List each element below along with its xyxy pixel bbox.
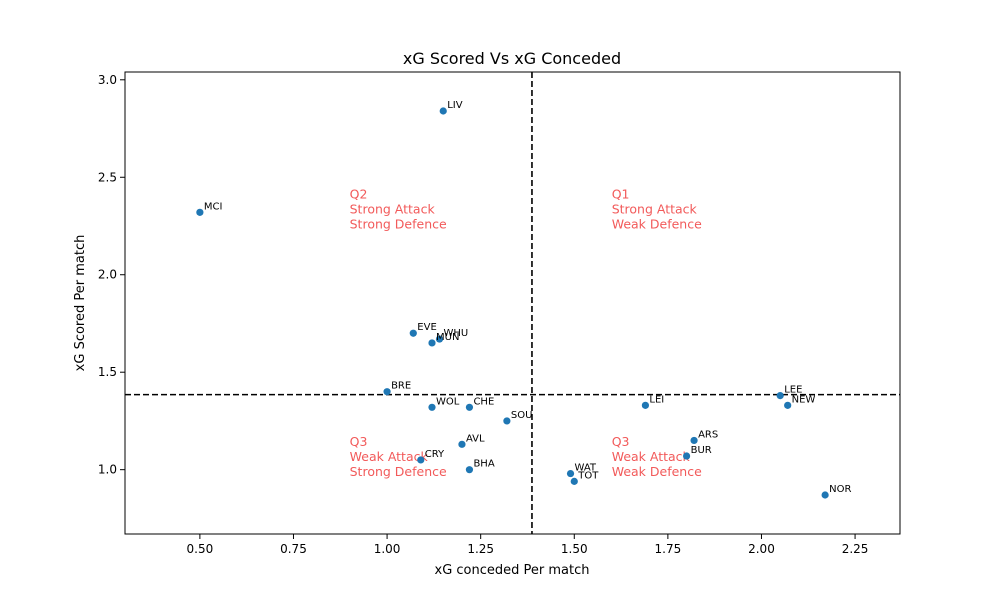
y-axis-label: xG Scored Per match	[73, 235, 88, 372]
point-label-cry: CRY	[425, 449, 445, 460]
data-point-bre	[383, 388, 391, 396]
point-label-wat: WAT	[575, 463, 597, 474]
x-tick-label: 1.00	[374, 542, 401, 556]
x-tick-label: 0.50	[187, 542, 214, 556]
quadrant-annotation-line: Q3	[350, 434, 368, 449]
y-tick-label: 1.0	[98, 463, 117, 477]
quadrant-annotation-line: Strong Defence	[350, 216, 447, 231]
data-point-ars	[690, 436, 698, 445]
quadrant-annotation: Q3 Weak Attack Weak Defence	[612, 434, 702, 479]
point-label-bha: BHA	[473, 459, 494, 470]
data-point-sou	[503, 417, 511, 425]
x-tick-label: 1.75	[655, 542, 682, 556]
quadrant-annotation-line: Weak Attack	[612, 449, 691, 464]
data-point-che	[465, 403, 474, 411]
x-tick-label: 2.25	[842, 542, 869, 556]
x-tick-label: 0.75	[280, 542, 307, 556]
y-tick-label: 2.0	[98, 268, 117, 282]
x-axis-label: xG conceded Per match	[435, 563, 590, 578]
y-tick-label: 2.5	[98, 170, 117, 184]
data-point-new	[784, 401, 792, 409]
data-point-avl	[458, 440, 466, 448]
x-tick-label: 1.25	[467, 542, 494, 556]
data-point-eve	[409, 329, 417, 337]
quadrant-annotation-line: Strong Defence	[350, 464, 447, 479]
plot-frame	[124, 71, 901, 535]
quadrant-annotation-line: Weak Attack	[350, 449, 429, 464]
data-point-mci	[196, 208, 204, 216]
data-point-whu	[435, 335, 444, 343]
quadrant-annotation: Q3 Weak Attack Strong Defence	[350, 434, 447, 479]
x-tick-label: 1.50	[561, 542, 588, 556]
y-tick-label: 3.0	[98, 73, 117, 87]
point-label-mci: MCI	[204, 201, 223, 212]
quadrant-annotation: Q1 Strong Attack Weak Defence	[612, 186, 702, 231]
quadrant-annotation-line: Q2	[350, 186, 368, 201]
quadrant-annotation-line: Weak Defence	[612, 216, 702, 231]
quadrant-annotation-line: Q1	[612, 186, 630, 201]
data-point-mun	[428, 339, 436, 347]
point-label-lei: LEI	[649, 394, 664, 405]
y-tick-label: 1.5	[98, 365, 117, 379]
point-label-ars: ARS	[698, 429, 718, 440]
point-label-lee: LEE	[784, 385, 802, 396]
point-label-new: NEW	[792, 394, 816, 405]
point-label-liv: LIV	[447, 100, 463, 111]
quadrant-annotation: Q2 Strong Attack Strong Defence	[350, 186, 447, 231]
data-point-bur	[682, 452, 691, 460]
point-label-eve: EVE	[417, 322, 436, 333]
data-point-tot	[570, 477, 578, 485]
point-label-che: CHE	[473, 396, 494, 407]
point-label-tot: TOT	[577, 470, 599, 481]
point-label-whu: WHU	[443, 328, 468, 339]
point-label-sou: SOU	[511, 410, 533, 421]
point-label-wol: WOL	[436, 396, 460, 407]
data-point-nor	[821, 491, 829, 499]
quadrant-annotation-line: Weak Defence	[612, 464, 702, 479]
chart-title: xG Scored Vs xG Conceded	[403, 49, 621, 68]
point-label-avl: AVL	[466, 433, 485, 444]
data-point-wol	[428, 403, 436, 411]
point-label-nor: NOR	[829, 484, 851, 495]
data-point-cry	[417, 456, 425, 464]
data-point-bha	[465, 466, 474, 474]
data-point-lee	[776, 391, 784, 400]
quadrant-annotation-line: Q3	[612, 434, 630, 449]
x-tick-label: 2.00	[748, 542, 775, 556]
quadrant-annotation-line: Strong Attack	[612, 201, 698, 216]
quadrant-annotation-line: Strong Attack	[350, 201, 436, 216]
data-point-wat	[566, 469, 575, 478]
data-point-lei	[641, 401, 650, 409]
point-label-mun: MUN	[436, 332, 459, 343]
point-label-bre: BRE	[391, 381, 411, 392]
plot-area: 0.50 0.75 1.00 1.25 1.50 1.75 2.00 2.25 1.0 1.5 2.…	[98, 72, 900, 556]
point-label-bur: BUR	[691, 445, 712, 456]
data-point-liv	[439, 107, 447, 115]
